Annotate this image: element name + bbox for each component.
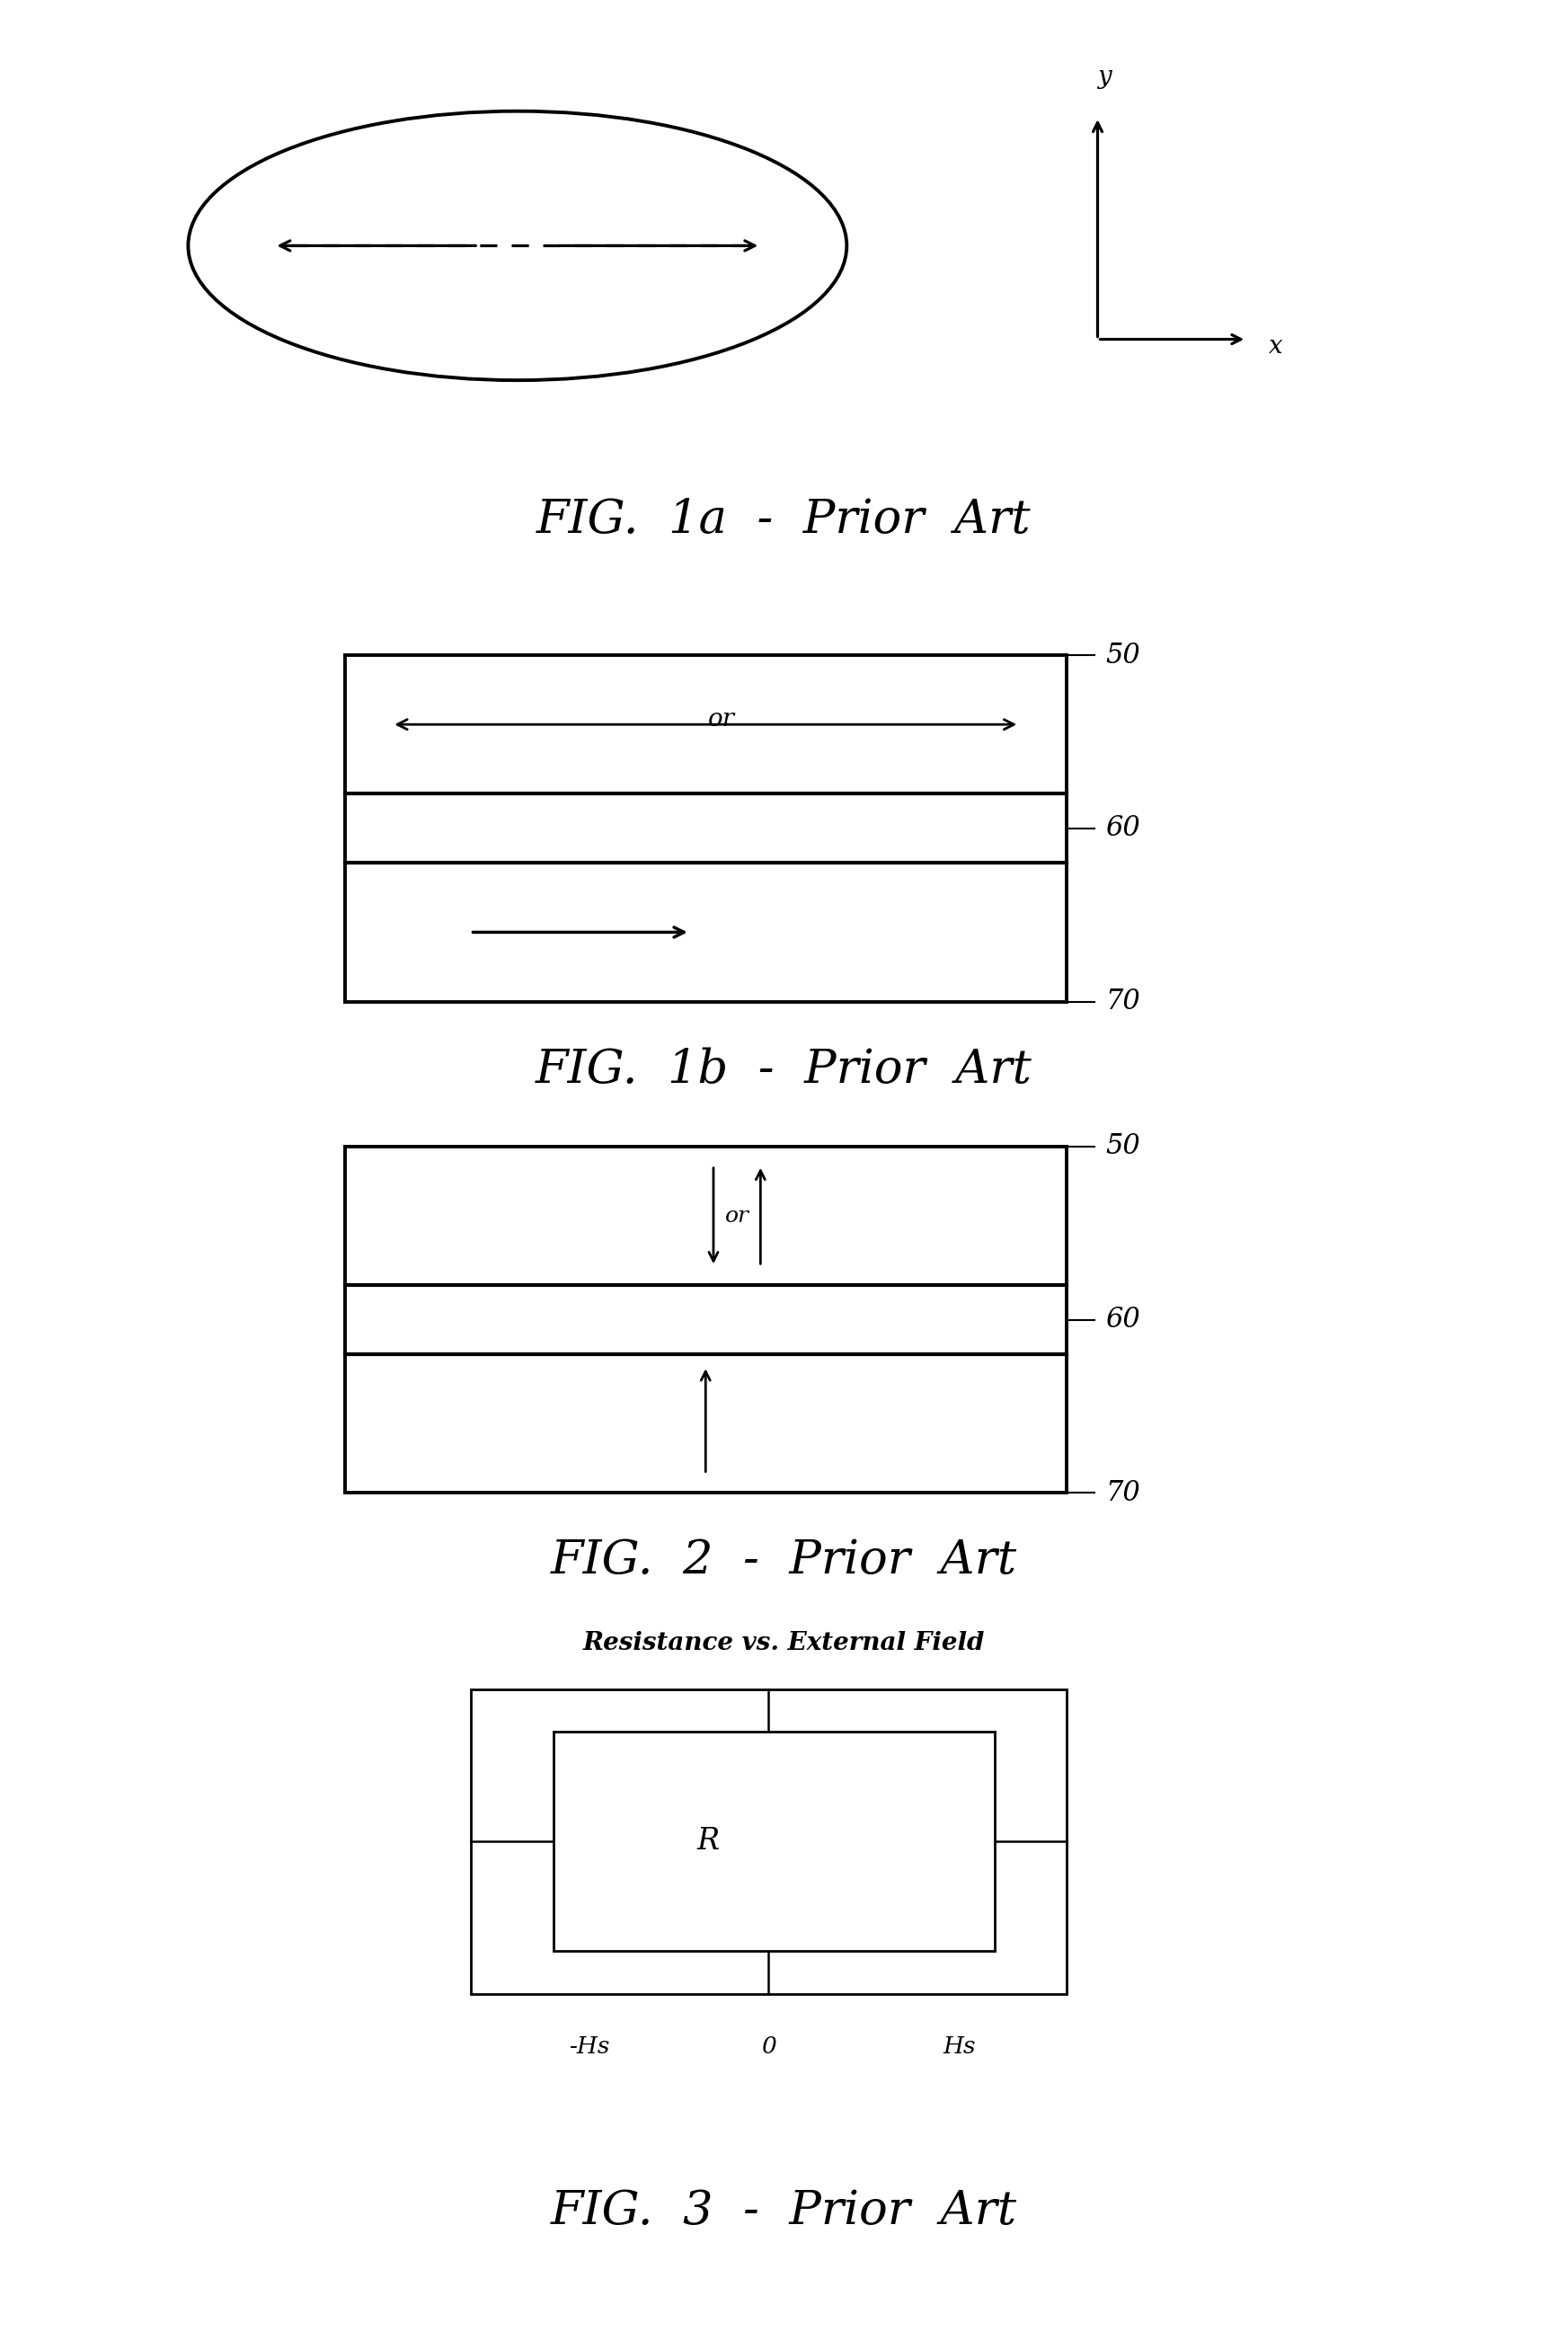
Text: Resistance vs. External Field: Resistance vs. External Field bbox=[583, 1631, 985, 1654]
Ellipse shape bbox=[188, 110, 847, 381]
Text: or: or bbox=[724, 1205, 750, 1226]
Bar bbox=[554, 1732, 994, 1952]
Text: 60: 60 bbox=[1105, 1306, 1140, 1334]
Text: x: x bbox=[1269, 335, 1283, 358]
Bar bbox=[345, 1147, 1066, 1493]
Text: 70: 70 bbox=[1105, 1479, 1140, 1507]
Text: or: or bbox=[707, 707, 735, 732]
Text: 50: 50 bbox=[1105, 1133, 1140, 1161]
Text: 60: 60 bbox=[1105, 814, 1140, 842]
Text: FIG.  3  -  Prior  Art: FIG. 3 - Prior Art bbox=[550, 2188, 1018, 2235]
Bar bbox=[345, 655, 1066, 1002]
Text: 70: 70 bbox=[1105, 987, 1140, 1016]
Text: FIG.  2  -  Prior  Art: FIG. 2 - Prior Art bbox=[550, 1537, 1018, 1584]
Bar bbox=[470, 1689, 1066, 1994]
Text: FIG.  1a  -  Prior  Art: FIG. 1a - Prior Art bbox=[536, 496, 1032, 543]
Text: y: y bbox=[1098, 66, 1110, 89]
Text: -Hs: -Hs bbox=[569, 2036, 610, 2059]
Text: 50: 50 bbox=[1105, 641, 1140, 669]
Text: R: R bbox=[696, 1828, 720, 1856]
Text: FIG.  1b  -  Prior  Art: FIG. 1b - Prior Art bbox=[536, 1046, 1032, 1093]
Text: 0: 0 bbox=[760, 2036, 776, 2059]
Text: Hs: Hs bbox=[942, 2036, 975, 2059]
